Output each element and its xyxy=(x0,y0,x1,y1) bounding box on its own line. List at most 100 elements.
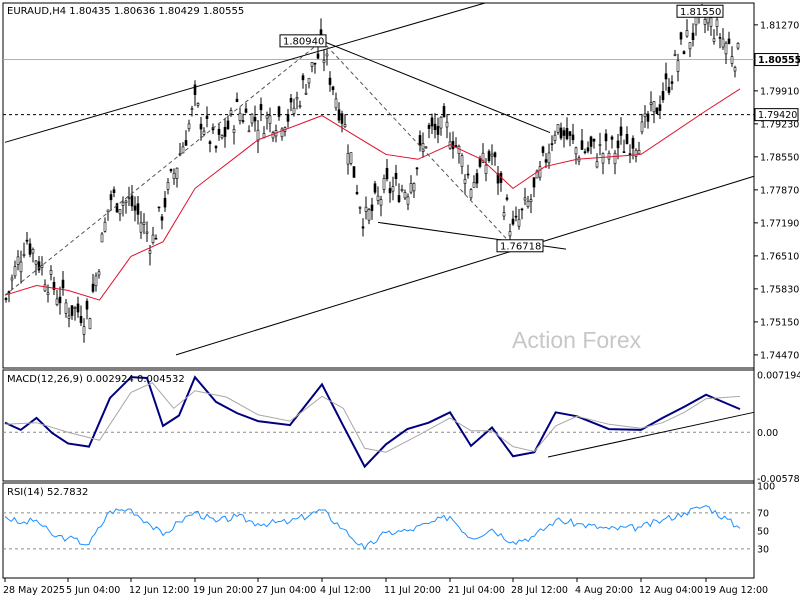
candle-body xyxy=(589,136,593,147)
candle xyxy=(292,98,296,117)
candle xyxy=(628,144,632,163)
candle xyxy=(655,106,659,115)
candle-body xyxy=(538,166,542,178)
candle xyxy=(490,144,494,166)
candle xyxy=(31,247,35,263)
candle-body xyxy=(238,112,242,122)
candle xyxy=(439,116,443,136)
candle-body xyxy=(139,222,143,233)
candle-body xyxy=(187,123,191,130)
candle-body xyxy=(4,298,8,300)
candle-body xyxy=(484,164,488,174)
macd-tick-label: 0.00 xyxy=(757,428,778,439)
candle xyxy=(403,189,407,200)
candle xyxy=(727,31,731,45)
candle-body xyxy=(280,128,284,138)
candle xyxy=(7,290,11,303)
candle-body xyxy=(142,221,146,225)
candle xyxy=(328,71,332,92)
candle-body xyxy=(253,117,257,122)
candle xyxy=(664,62,668,91)
price-panel-frame xyxy=(2,2,755,369)
candle xyxy=(277,105,281,121)
candle xyxy=(34,259,38,276)
candle xyxy=(409,175,413,195)
candle xyxy=(214,144,218,153)
candle xyxy=(406,193,410,211)
candle xyxy=(442,103,446,118)
candle-body xyxy=(658,104,662,111)
candle xyxy=(565,117,569,141)
macd-title: MACD(12,26,9) 0.002924 0.004532 xyxy=(7,374,185,385)
candle xyxy=(529,193,533,214)
candle xyxy=(271,130,275,142)
candle-body xyxy=(49,270,53,275)
candle xyxy=(472,175,476,188)
candle-body xyxy=(220,134,224,139)
trendline-channel-lower xyxy=(175,175,755,356)
candle xyxy=(658,95,662,120)
candle-body xyxy=(358,206,362,209)
candle-body xyxy=(106,209,110,213)
candle xyxy=(424,146,428,149)
candle-body xyxy=(559,127,563,139)
candle-body xyxy=(376,195,380,201)
candle-body xyxy=(715,19,719,27)
candle xyxy=(577,155,581,166)
candle xyxy=(667,78,671,96)
signal-line xyxy=(4,382,741,453)
candle xyxy=(100,232,104,243)
watermark: Action Forex xyxy=(512,327,642,353)
candle-body xyxy=(574,147,578,155)
candle-body xyxy=(712,38,716,42)
candle-body xyxy=(325,53,329,57)
candle-body xyxy=(190,108,194,110)
candle xyxy=(10,274,14,290)
time-tick-label: 12 Aug 04:00 xyxy=(639,585,703,596)
candle-body xyxy=(682,51,686,54)
candle-body xyxy=(679,32,683,40)
candle-body xyxy=(43,284,47,292)
candle-body xyxy=(184,140,188,146)
candle xyxy=(589,135,593,155)
trendline-fall-upper xyxy=(321,40,551,134)
candle xyxy=(385,159,389,182)
candle-body xyxy=(397,195,401,203)
candle-body xyxy=(10,277,14,281)
candle xyxy=(391,176,395,201)
candle xyxy=(355,184,359,196)
price-tick-label: 1.77190 xyxy=(760,218,799,229)
candle xyxy=(79,305,83,326)
candle-body xyxy=(736,43,740,49)
candle xyxy=(151,226,155,245)
candle-body xyxy=(340,113,344,124)
candle xyxy=(301,73,305,89)
candle xyxy=(202,127,206,137)
candle xyxy=(136,195,140,225)
candle xyxy=(520,207,524,220)
candle-body xyxy=(304,92,308,95)
candle xyxy=(85,298,89,320)
candle xyxy=(721,28,725,50)
rsi-panel: 100 70 50 30 xyxy=(3,481,775,555)
current-price-label: 1.80555 xyxy=(758,55,800,66)
candle-body xyxy=(352,166,356,178)
candle-body xyxy=(721,38,725,48)
candle-body xyxy=(475,173,479,184)
candle-body xyxy=(454,145,458,147)
candles xyxy=(4,3,740,343)
candle xyxy=(535,169,539,179)
candle xyxy=(148,244,152,266)
candle xyxy=(613,150,617,175)
candle xyxy=(190,105,194,117)
candle xyxy=(553,130,557,144)
candle-body xyxy=(646,113,650,122)
candle-body xyxy=(313,62,317,65)
candle-body xyxy=(727,38,731,44)
candle xyxy=(67,307,71,328)
candle xyxy=(19,250,23,284)
candle-body xyxy=(277,106,281,117)
candle-body xyxy=(673,54,677,56)
candle xyxy=(265,111,269,130)
candle xyxy=(181,142,185,154)
